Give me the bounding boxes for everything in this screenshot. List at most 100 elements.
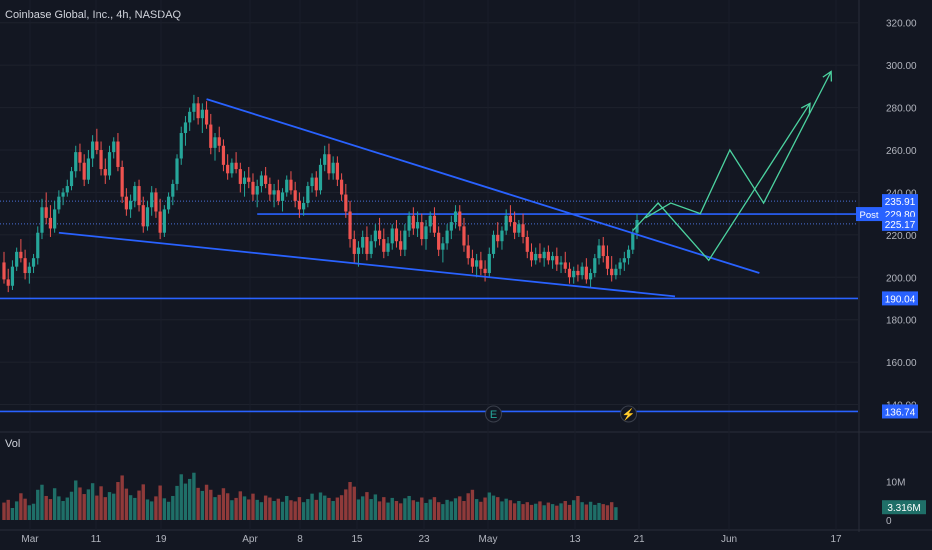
volume-bar [411,500,416,520]
volume-bar [382,497,386,520]
candle-body [200,109,204,119]
split-icon: ⚡ [622,408,636,421]
candle-body [593,258,597,274]
candle-body [226,164,230,174]
candle-body [534,253,538,261]
volume-bar [609,502,614,520]
candle-body [369,241,373,254]
candle-body [551,256,555,261]
volume-bar [491,495,496,520]
volume-bar [588,501,593,520]
trend-drawings [58,70,833,298]
volume-bar [255,499,259,520]
volume-bar [331,501,335,520]
volume-bar [103,497,107,520]
projection-path [632,102,811,262]
volume-bar [200,490,205,520]
volume-bar [436,502,441,520]
volume-bar [40,484,44,520]
volume-bar [263,495,268,520]
candle-body [415,222,420,229]
volume-bar [373,494,378,520]
volume-bar [344,489,348,520]
candle-body [576,270,580,276]
y-tick-label: 220.00 [886,231,917,242]
lower-trendline [58,231,676,298]
volume-bar [31,503,36,520]
volume-bar [276,498,280,520]
volume-bar [166,501,171,520]
volume-bar [306,499,310,520]
x-tick-label: 8 [297,534,303,545]
y-tick-label: 280.00 [886,104,917,115]
volume-bar [415,501,420,520]
candle-body [314,177,318,191]
volume-bar [398,503,403,520]
volume-bar [563,501,567,520]
candle-body [428,215,432,227]
volume-bar [137,490,141,520]
volume-bar [521,504,525,520]
volume-bar [187,478,192,520]
volume-bar [179,474,183,520]
candle-body [525,236,529,252]
candle-body [213,137,217,148]
candle-body [610,268,614,276]
candle-body [23,258,27,274]
volume-bar [428,499,432,520]
candle-body [238,169,242,184]
volume-bar [14,501,19,520]
candle-body [462,226,466,246]
volume-bar [90,483,95,520]
volume-bar [99,486,103,520]
volume-bar [462,501,466,520]
volume-bar [593,504,597,520]
volume-bar [508,500,513,520]
volume-tick-label: 10M [886,477,905,488]
volume-bar [112,493,116,520]
candle-body [293,190,297,201]
volume-bar [289,500,293,520]
volume-bar [512,503,517,520]
volume-bar [10,507,15,520]
candle-body [82,162,86,180]
candle-body [145,207,150,227]
candle-body [116,141,120,167]
candle-body [91,141,95,159]
price-badge-text: 225.17 [885,220,916,231]
volume-bar [217,494,221,520]
projection-path [645,71,832,219]
candle-body [264,175,268,184]
candle-body [466,245,470,259]
volume-bar [204,484,209,520]
candle-body [175,158,179,184]
volume-bar [352,486,356,520]
candle-body [331,162,335,174]
x-tick-label: 11 [91,534,102,545]
candle-body [133,186,137,201]
earnings-icon: E [490,409,497,421]
volume-bar [107,492,112,520]
volume-bar [361,496,365,520]
candle-body [449,222,453,231]
candle-body [306,186,310,204]
candle-body [230,162,234,174]
volume-label: Vol [5,438,21,450]
y-tick-label: 300.00 [886,61,917,72]
candle-body [78,152,82,163]
candle-body [19,251,23,259]
candle-body [365,236,369,254]
volume-bar [120,475,124,520]
volume-bar [23,498,27,520]
candle-body [483,268,487,274]
volume-bar [27,505,32,520]
volume-bar [318,492,323,520]
y-tick-label: 240.00 [886,188,917,199]
volume-bar [496,497,500,520]
volume-bar [542,505,546,520]
candle-body [538,253,542,259]
candle-body [352,239,356,254]
candle-body [622,258,626,263]
time-axis[interactable]: Mar 11 19 Apr 8 15 23 May 13 21 Jun 17 [21,534,842,545]
